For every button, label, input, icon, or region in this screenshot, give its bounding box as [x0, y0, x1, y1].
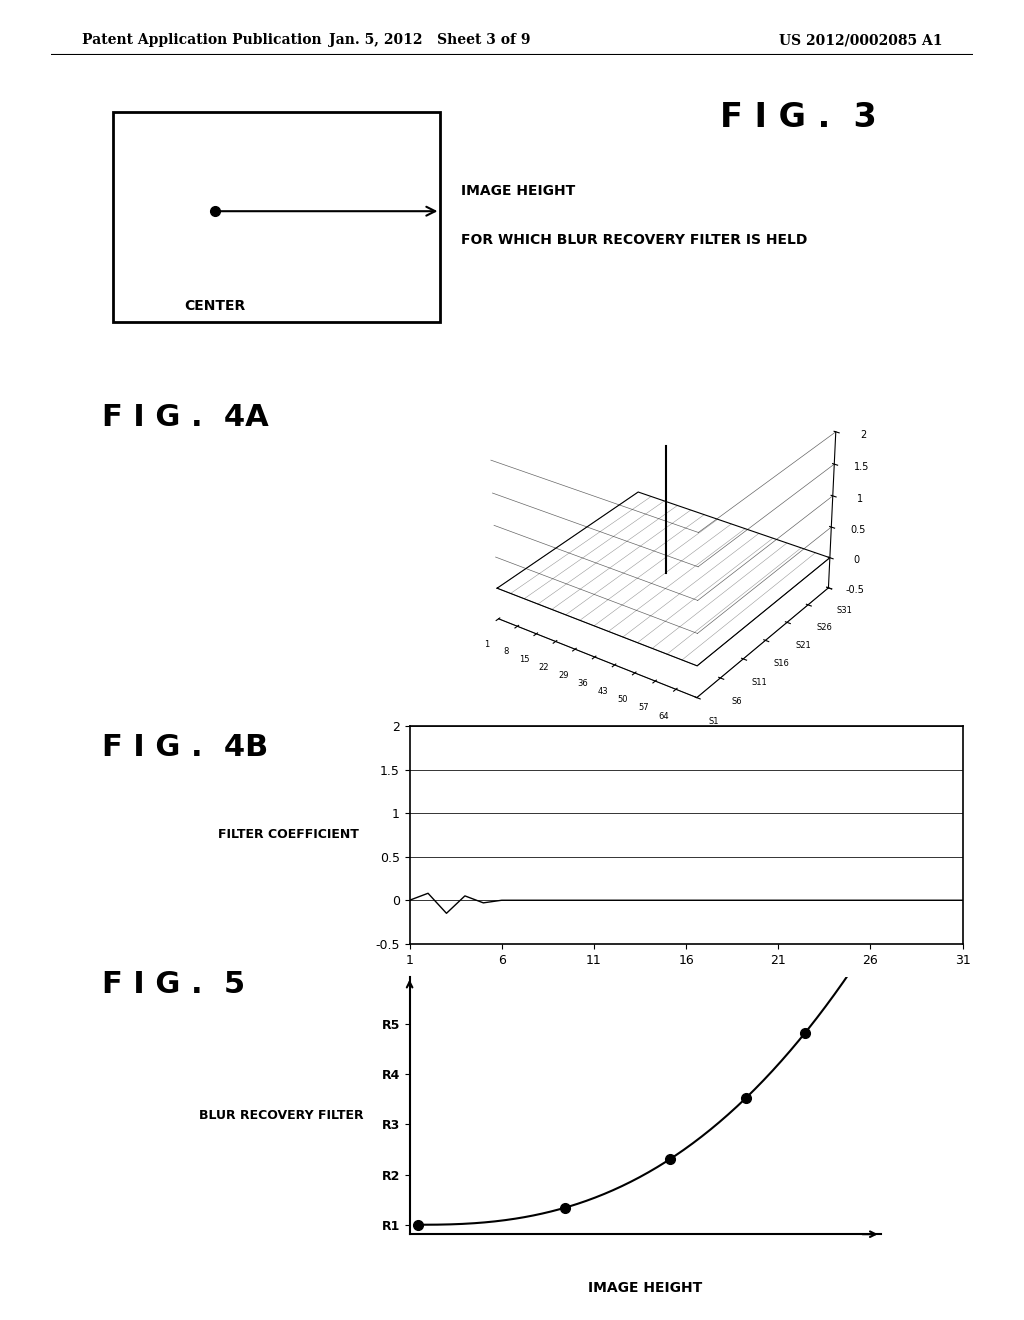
- Text: F I G .  4B: F I G . 4B: [102, 733, 268, 762]
- Text: Patent Application Publication: Patent Application Publication: [82, 33, 322, 48]
- Text: CENTER: CENTER: [184, 298, 246, 313]
- Text: F I G .  4A: F I G . 4A: [102, 403, 269, 432]
- Text: IMAGE HEIGHT: IMAGE HEIGHT: [588, 1280, 702, 1295]
- Text: FOR WHICH BLUR RECOVERY FILTER IS HELD: FOR WHICH BLUR RECOVERY FILTER IS HELD: [461, 234, 807, 247]
- Bar: [113, 112, 440, 322]
- Text: F I G .  3: F I G . 3: [720, 100, 878, 133]
- Text: F I G .  5: F I G . 5: [102, 970, 246, 999]
- Text: FILTER COEFFICIENT: FILTER COEFFICIENT: [217, 828, 358, 841]
- Text: BLUR RECOVERY FILTER: BLUR RECOVERY FILTER: [199, 1109, 364, 1122]
- Text: Jan. 5, 2012   Sheet 3 of 9: Jan. 5, 2012 Sheet 3 of 9: [330, 33, 530, 48]
- FancyArrowPatch shape: [218, 207, 435, 215]
- Text: IMAGE HEIGHT: IMAGE HEIGHT: [461, 183, 575, 198]
- Text: US 2012/0002085 A1: US 2012/0002085 A1: [778, 33, 942, 48]
